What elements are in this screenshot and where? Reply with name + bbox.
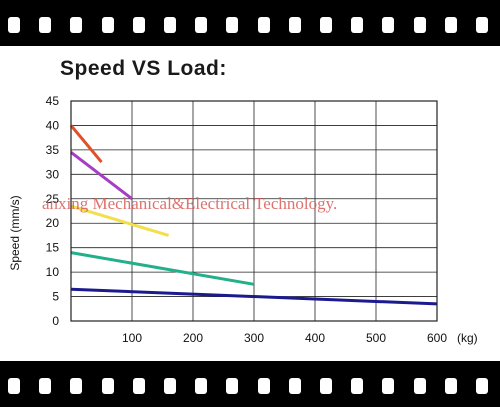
x-tick-label: 500 — [366, 331, 386, 345]
y-tick-label: 20 — [46, 216, 60, 230]
chart-title: Speed VS Load: — [60, 57, 227, 81]
y-tick-label: 40 — [46, 118, 60, 132]
x-axis-unit: (kg) — [457, 331, 478, 345]
film-hole — [288, 17, 301, 33]
series-lines — [69, 124, 438, 306]
film-strip-top — [0, 0, 500, 46]
film-hole — [320, 17, 332, 33]
y-tick-label: 15 — [46, 241, 60, 255]
film-hole — [476, 17, 488, 33]
chart-title-colon: : — [219, 57, 227, 80]
film-hole — [382, 17, 395, 33]
film-hole — [164, 17, 176, 33]
film-hole — [257, 378, 270, 394]
x-tick-label: 100 — [122, 331, 142, 345]
film-hole — [101, 378, 114, 394]
y-axis-label: Speed (mm/s) — [8, 195, 22, 270]
series-line-5 — [70, 287, 438, 306]
series-line-2 — [70, 151, 133, 200]
film-hole — [70, 378, 83, 394]
film-hole — [8, 378, 20, 394]
film-hole — [476, 378, 488, 394]
y-tick-label: 45 — [46, 94, 60, 108]
series-line-1 — [69, 124, 103, 164]
film-hole — [132, 17, 145, 33]
film-hole — [226, 17, 239, 33]
film-hole — [164, 378, 176, 394]
film-hole — [226, 378, 239, 394]
film-hole — [413, 378, 426, 394]
film-hole — [39, 378, 52, 394]
y-tick-label: 10 — [46, 265, 60, 279]
plot-frame — [70, 100, 438, 322]
y-tick-label: 5 — [52, 290, 59, 304]
film-hole — [444, 17, 457, 33]
film-hole — [8, 17, 20, 33]
series-line-3 — [70, 204, 170, 237]
film-hole — [70, 17, 83, 33]
film-hole — [195, 17, 208, 33]
x-tick-label: 200 — [183, 331, 203, 345]
film-hole — [413, 17, 426, 33]
y-tick-label: 30 — [46, 167, 60, 181]
film-hole — [101, 17, 114, 33]
x-tick-label: 400 — [305, 331, 325, 345]
film-hole — [444, 378, 457, 394]
film-strip-bottom — [0, 361, 500, 407]
film-hole — [288, 378, 301, 394]
film-hole — [320, 378, 332, 394]
chart-title-text: Speed VS Load — [60, 57, 220, 80]
x-tick-label: 600 — [427, 331, 447, 345]
film-hole — [351, 378, 364, 394]
film-hole — [132, 378, 145, 394]
series-line-4 — [70, 251, 255, 286]
y-tick-label: 25 — [46, 192, 60, 206]
film-hole — [382, 378, 395, 394]
y-tick-label: 0 — [52, 314, 59, 328]
x-tick-label: 300 — [244, 331, 264, 345]
film-hole — [39, 17, 52, 33]
film-hole — [351, 17, 364, 33]
watermark-text: anxing Mechanical&Electrical Technology. — [42, 194, 337, 213]
film-hole — [195, 378, 208, 394]
film-hole — [257, 17, 270, 33]
tick-labels: 0 5 10 15 20 25 30 35 40 45 100 200 300 400 500 600 — [46, 94, 448, 345]
y-tick-label: 35 — [46, 143, 60, 157]
